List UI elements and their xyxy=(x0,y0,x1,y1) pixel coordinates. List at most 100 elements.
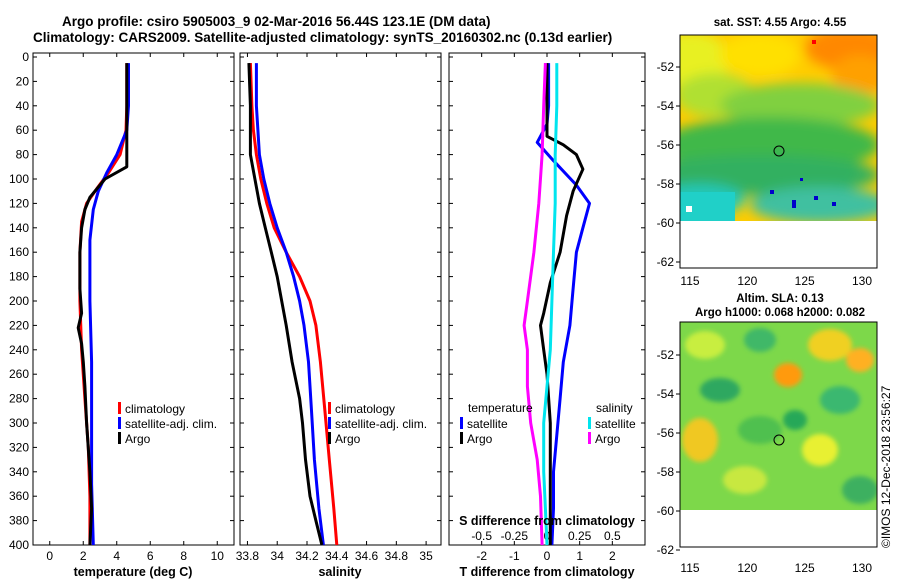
sst-map-y-label: -56 xyxy=(657,138,675,152)
sst-map-y-label: -62 xyxy=(657,255,675,269)
sla-argo-location-marker xyxy=(773,434,785,446)
sla-map-y-label: -60 xyxy=(657,504,675,518)
x-tick-label: 6 xyxy=(147,549,154,563)
series-line-argo xyxy=(76,63,129,546)
legend-label-temp-argo: Argo xyxy=(467,432,493,446)
legend-marker-satellite xyxy=(328,417,331,429)
series-line-argo xyxy=(247,63,324,546)
title-line-2: Climatology: CARS2009. Satellite-adjuste… xyxy=(33,30,612,45)
sla-map-y-label: -54 xyxy=(657,387,675,401)
sst-map-y-label: -58 xyxy=(657,177,675,191)
x-tick-label: 2 xyxy=(609,549,616,563)
x-tick-label: 1 xyxy=(576,549,583,563)
x-tick-label: 34.4 xyxy=(325,549,349,563)
x-tick-label: -2 xyxy=(476,549,487,563)
legend-label-sal-argo: Argo xyxy=(595,432,621,446)
legend-label-satellite: satellite-adj. clim. xyxy=(125,417,217,431)
y-tick-label: 260 xyxy=(9,367,29,381)
series-line-salinity-satellite xyxy=(542,63,559,546)
sst-map-x-label: 120 xyxy=(737,274,757,288)
legend-marker-sal-satellite xyxy=(588,417,591,429)
y-tick-label: 400 xyxy=(9,538,29,552)
x-tick-label: 2 xyxy=(80,549,87,563)
title-line-1: Argo profile: csiro 5905003_9 02-Mar-201… xyxy=(62,14,490,29)
x-tick-label: 8 xyxy=(180,549,187,563)
legend-marker-sal-argo xyxy=(588,432,591,444)
sla-map-title-2: Argo h1000: 0.068 h2000: 0.082 xyxy=(695,307,865,319)
temperature-plot-frame xyxy=(32,52,235,546)
y-tick-label: 160 xyxy=(9,245,29,259)
sla-map-x-label: 130 xyxy=(852,561,872,575)
y-tick-label: 380 xyxy=(9,514,29,528)
x-tick-label: 4 xyxy=(113,549,120,563)
sla-map-frame xyxy=(679,321,878,548)
sla-map-x-label: 125 xyxy=(795,561,815,575)
y-tick-label: 60 xyxy=(16,123,30,137)
legend-label-temp-satellite: satellite xyxy=(467,417,508,431)
temperature-legend: climatology satellite-adj. clim. Argo xyxy=(118,402,217,446)
y-tick-label: 20 xyxy=(16,74,30,88)
y-tick-label: 200 xyxy=(9,294,29,308)
sla-map-x-label: 120 xyxy=(737,561,757,575)
salinity-xlabel: salinity xyxy=(318,565,361,579)
legend-label-argo: Argo xyxy=(335,432,361,446)
difference-legend-salinity: salinity satellite Argo xyxy=(588,401,636,446)
sst-map-y-label: -54 xyxy=(657,99,675,113)
series-line-climatology xyxy=(248,63,339,546)
sla-map-title-1: Altim. SLA: 0.13 xyxy=(736,293,824,305)
legend-label-satellite: satellite-adj. clim. xyxy=(335,417,427,431)
sst-map-x-label: 130 xyxy=(852,274,872,288)
profile-lines xyxy=(76,63,591,546)
x-tick-label: 34.8 xyxy=(385,549,409,563)
legend-marker-temp-satellite xyxy=(460,417,463,429)
x-tick-label: 0 xyxy=(544,549,551,563)
x-tick-label: 34 xyxy=(271,549,285,563)
x-tick-label: 35 xyxy=(419,549,433,563)
series-line-salinity-argo xyxy=(522,63,547,546)
series-line-satellite-adj-clim- xyxy=(254,63,325,546)
sst-argo-location-marker xyxy=(773,145,785,157)
sst-map-y-label: -52 xyxy=(657,60,675,74)
y-tick-label: 80 xyxy=(16,148,30,162)
difference-x2label: S difference from climatology xyxy=(459,514,635,528)
x-tick-label: 34.2 xyxy=(295,549,319,563)
temperature-xlabel: temperature (deg C) xyxy=(74,565,193,579)
legend-marker-climatology xyxy=(328,402,331,414)
imos-credit: ©IMOS 12-Dec-2018 23:56:27 xyxy=(879,385,893,548)
legend-marker-argo xyxy=(118,432,121,444)
legend-marker-argo xyxy=(328,432,331,444)
x2-tick-label: -0.25 xyxy=(501,529,529,543)
difference-legend-temperature: temperature satellite Argo xyxy=(460,401,533,446)
legend-label-climatology: climatology xyxy=(125,402,185,416)
y-tick-label: 100 xyxy=(9,172,29,186)
series-line-climatology xyxy=(78,63,129,545)
sst-map-frame xyxy=(679,34,878,269)
sla-map-y-label: -56 xyxy=(657,426,675,440)
x2-tick-label: 0.25 xyxy=(568,529,592,543)
sst-map-image xyxy=(680,35,877,221)
legend-marker-temp-argo xyxy=(460,432,463,444)
x-tick-label: 10 xyxy=(211,549,225,563)
y-tick-label: 0 xyxy=(22,50,29,64)
salinity-plot-frame xyxy=(239,52,442,546)
legend-title-salinity: salinity xyxy=(596,401,633,415)
sst-map-x-label: 125 xyxy=(795,274,815,288)
y-tick-label: 300 xyxy=(9,416,29,430)
legend-marker-satellite xyxy=(118,417,121,429)
sla-map-y-label: -52 xyxy=(657,348,675,362)
sla-map-y-label: -58 xyxy=(657,465,675,479)
series-line-temperature-argo xyxy=(539,63,585,545)
series-line-satellite-adj-clim- xyxy=(88,63,130,546)
legend-label-argo: Argo xyxy=(125,432,151,446)
x2-tick-label: -0.5 xyxy=(471,529,492,543)
sst-map-title: sat. SST: 4.55 Argo: 4.55 xyxy=(714,17,847,29)
sla-map-image xyxy=(680,322,877,510)
x-tick-label: -1 xyxy=(509,549,520,563)
y-tick-label: 40 xyxy=(16,99,30,113)
axis-ticks: 0204060801001201401601802002202402602803… xyxy=(9,50,872,575)
y-tick-label: 120 xyxy=(9,196,29,210)
y-tick-label: 180 xyxy=(9,270,29,284)
y-tick-label: 320 xyxy=(9,440,29,454)
sst-map-y-label: -60 xyxy=(657,216,675,230)
